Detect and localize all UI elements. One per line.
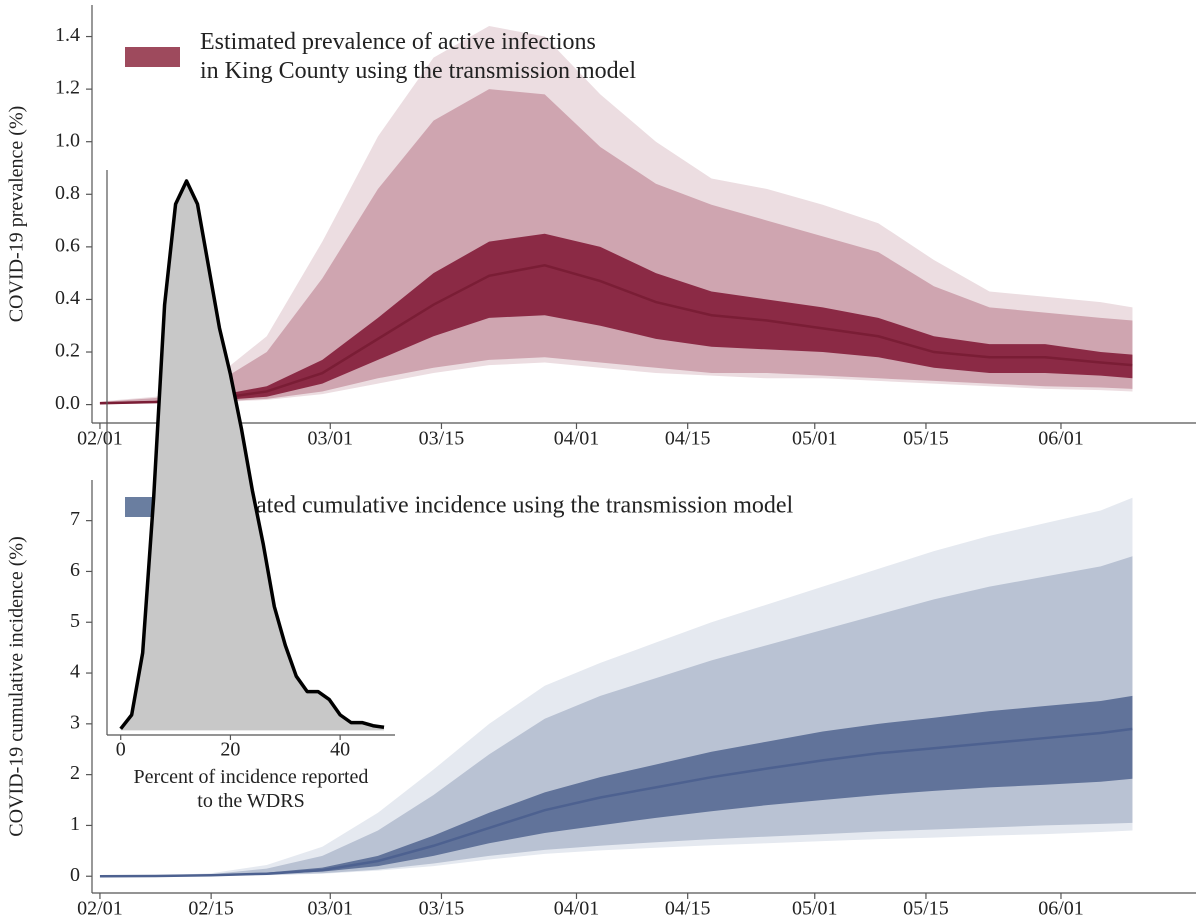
x-tick-label: 03/01 — [307, 428, 353, 450]
y-tick-label: 0.8 — [55, 182, 80, 204]
x-tick-label: 40 — [330, 739, 350, 761]
x-tick-label: 05/15 — [903, 428, 949, 450]
x-tick-label: 02/01 — [77, 898, 123, 920]
y-tick-label: 6 — [70, 559, 80, 581]
y-tick-label: 7 — [70, 508, 80, 530]
x-tick-label: 06/01 — [1038, 428, 1084, 450]
legend-label: Estimated cumulative incidence using the… — [200, 493, 794, 519]
y-tick-label: 1.2 — [55, 77, 80, 99]
x-tick-label: 03/01 — [307, 898, 353, 920]
x-tick-label: 02/01 — [77, 428, 123, 450]
y-tick-label: 0.4 — [55, 287, 80, 309]
y-tick-label: 0.6 — [55, 234, 80, 256]
x-tick-label: 04/01 — [554, 898, 600, 920]
legend-swatch — [125, 47, 180, 67]
band — [99, 233, 1133, 404]
median-line — [99, 727, 1133, 878]
y-tick-label: 5 — [70, 610, 80, 632]
y-tick-label: 0.2 — [55, 340, 80, 362]
x-tick-label: 20 — [220, 739, 240, 761]
x-tick-label: 05/15 — [903, 898, 949, 920]
median-line — [99, 263, 1133, 405]
band — [99, 556, 1133, 877]
x-tick-label: 04/01 — [554, 428, 600, 450]
x-tick-label: 06/01 — [1038, 898, 1084, 920]
x-tick-label: 04/15 — [665, 428, 711, 450]
y-axis-label: COVID-19 prevalence (%) — [6, 106, 28, 323]
x-axis-label: Percent of incidence reported to the WDRS — [134, 766, 369, 812]
y-tick-label: 2 — [70, 762, 80, 784]
x-tick-label: 05/01 — [792, 428, 838, 450]
band — [99, 695, 1133, 877]
x-tick-label: 03/15 — [419, 428, 465, 450]
y-tick-label: 1.0 — [55, 129, 80, 151]
y-tick-label: 1.4 — [55, 24, 80, 46]
y-axis-label: COVID-19 cumulative incidence (%) — [6, 536, 28, 836]
y-tick-label: 0 — [70, 864, 80, 886]
x-tick-label: 02/15 — [188, 898, 234, 920]
y-tick-label: 0.0 — [55, 392, 80, 414]
y-tick-label: 1 — [70, 813, 80, 835]
y-tick-label: 3 — [70, 711, 80, 733]
density-line — [119, 179, 385, 730]
x-tick-label: 03/15 — [419, 898, 465, 920]
y-tick-label: 4 — [70, 661, 80, 683]
x-tick-label: 04/15 — [665, 898, 711, 920]
x-tick-label: 05/01 — [792, 898, 838, 920]
legend-label: Estimated prevalence of active infection… — [200, 29, 636, 84]
density-area — [120, 180, 385, 731]
x-tick-label: 0 — [116, 739, 126, 761]
